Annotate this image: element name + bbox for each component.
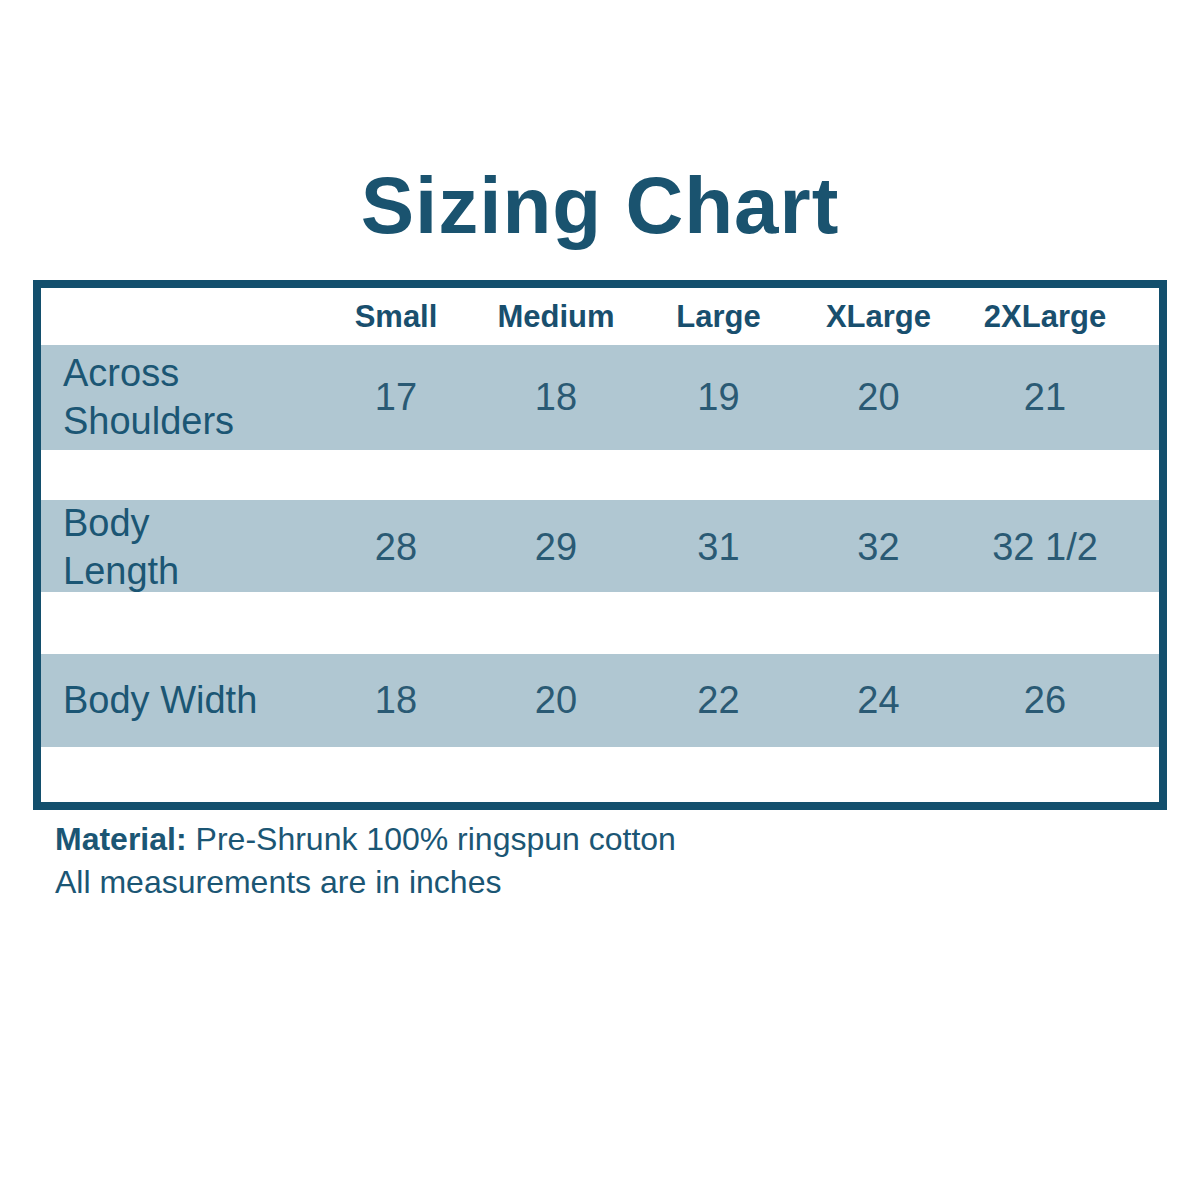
cell-body-length-small: 28: [316, 526, 476, 569]
material-value: Pre-Shrunk 100% ringspun cotton: [196, 821, 676, 857]
row-spacer: [41, 592, 1159, 654]
cell-across-shoulders-large: 19: [636, 376, 801, 419]
cell-body-length-large: 31: [636, 526, 801, 569]
cell-across-shoulders-medium: 18: [476, 376, 636, 419]
column-header-large: Large: [636, 299, 801, 335]
measurements-note: All measurements are in inches: [55, 861, 676, 904]
cell-body-width-large: 22: [636, 679, 801, 722]
sizing-table: Small Medium Large XLarge 2XLarge Across…: [33, 280, 1167, 810]
cell-body-length-xlarge: 32: [801, 526, 956, 569]
cell-across-shoulders-xlarge: 20: [801, 376, 956, 419]
table-row-body-width: Body Width 18 20 22 24 26: [41, 654, 1159, 747]
footer-notes: Material:Pre-Shrunk 100% ringspun cotton…: [55, 818, 676, 904]
column-header-xlarge: XLarge: [801, 299, 956, 335]
table-row-body-length: Body Length 28 29 31 32 32 1/2: [41, 500, 1159, 592]
cell-body-width-xlarge: 24: [801, 679, 956, 722]
material-label: Material:: [55, 821, 187, 857]
cell-body-width-2xlarge: 26: [956, 679, 1134, 722]
column-header-medium: Medium: [476, 299, 636, 335]
cell-body-length-2xlarge: 32 1/2: [956, 526, 1134, 569]
cell-body-width-medium: 20: [476, 679, 636, 722]
page-title: Sizing Chart: [0, 166, 1200, 246]
table-header-row: Small Medium Large XLarge 2XLarge: [41, 288, 1159, 345]
material-line: Material:Pre-Shrunk 100% ringspun cotton: [55, 818, 676, 861]
cell-across-shoulders-small: 17: [316, 376, 476, 419]
row-label-body-length: Body Length: [41, 500, 316, 595]
cell-body-length-medium: 29: [476, 526, 636, 569]
row-spacer: [41, 450, 1159, 500]
column-header-2xlarge: 2XLarge: [956, 299, 1134, 335]
row-label-across-shoulders: Across Shoulders: [41, 350, 316, 445]
column-header-small: Small: [316, 299, 476, 335]
row-label-body-width: Body Width: [41, 677, 316, 725]
cell-across-shoulders-2xlarge: 21: [956, 376, 1134, 419]
table-row-across-shoulders: Across Shoulders 17 18 19 20 21: [41, 345, 1159, 450]
cell-body-width-small: 18: [316, 679, 476, 722]
